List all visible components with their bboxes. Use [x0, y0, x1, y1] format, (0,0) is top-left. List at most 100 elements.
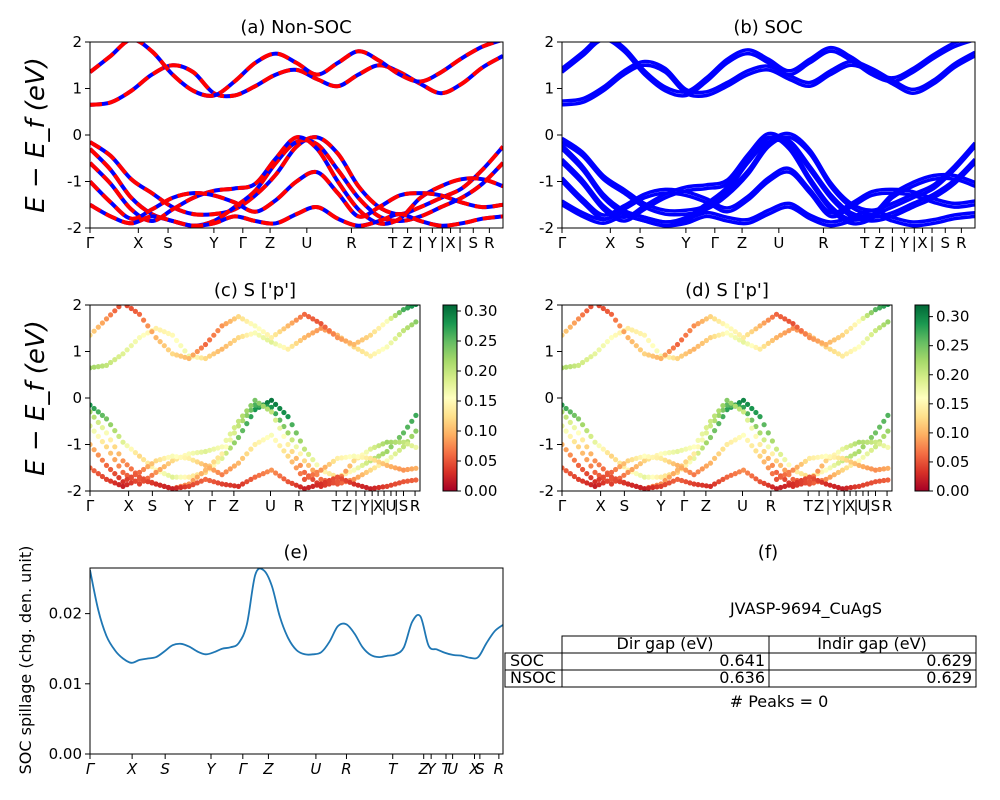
projection-point — [835, 335, 842, 341]
projection-point — [169, 486, 176, 491]
x-tick-label: S — [468, 234, 478, 252]
projection-point — [794, 469, 800, 475]
projection-point — [753, 423, 759, 430]
projection-point — [608, 335, 615, 341]
projection-point — [376, 348, 382, 355]
projection-point — [691, 472, 697, 478]
projection-point — [380, 461, 386, 467]
projection-point — [116, 305, 122, 310]
projection-point — [207, 447, 213, 453]
projection-point — [835, 460, 842, 466]
projection-point — [120, 439, 126, 445]
projection-point — [650, 454, 656, 460]
panel-e-spillage: (e) SOC spillage (chg. den. unit) 0.000.… — [16, 542, 504, 778]
table-header-indir-gap: Indir gap (eV) — [817, 634, 927, 653]
projection-point — [297, 438, 303, 444]
projection-point — [124, 472, 130, 478]
projection-point — [388, 464, 394, 470]
x-tick-label: Γ — [86, 760, 96, 778]
panel-c-title: (c) S ['p'] — [214, 280, 296, 301]
projection-point — [326, 328, 332, 334]
projection-point — [691, 455, 697, 461]
projection-point — [823, 467, 829, 473]
projection-point — [215, 459, 221, 465]
projection-point — [281, 433, 287, 439]
projection-point — [285, 479, 291, 485]
projection-point — [844, 351, 850, 357]
projection-point — [790, 481, 796, 487]
projection-point — [881, 418, 887, 424]
table-row-soc-label: SOC — [510, 651, 544, 670]
projection-point — [679, 465, 685, 471]
x-tick-label: Z — [262, 760, 274, 778]
projection-point — [256, 326, 262, 332]
panel-d-frame — [561, 304, 893, 492]
projection-point — [186, 483, 192, 489]
x-tick-label: U — [773, 234, 784, 252]
projection-point — [211, 446, 217, 452]
projection-point — [580, 437, 586, 443]
projection-point — [608, 476, 615, 482]
y-tick-label: -2 — [67, 219, 82, 237]
projection-point — [355, 474, 361, 480]
projection-point — [359, 348, 365, 355]
projection-point — [264, 337, 270, 343]
projection-point — [351, 476, 357, 482]
projection-point — [617, 323, 623, 329]
projection-point — [343, 477, 349, 484]
x-tick-label: Γ — [239, 760, 249, 778]
panel-c-plot-area — [90, 305, 419, 491]
projection-point — [778, 474, 784, 480]
projection-point — [174, 474, 180, 480]
y-tick-label: 1 — [72, 80, 82, 98]
projection-point — [194, 480, 200, 486]
projection-point — [219, 455, 225, 461]
projection-point — [856, 448, 862, 455]
projection-point — [839, 446, 846, 452]
projection-point — [580, 359, 586, 366]
projection-point — [637, 347, 644, 353]
projection-point — [683, 479, 689, 485]
projection-point — [844, 485, 850, 491]
y-tick-label: 1 — [544, 80, 554, 98]
x-tick-label: U — [857, 497, 868, 515]
projection-point — [600, 343, 606, 349]
projection-point — [116, 475, 122, 481]
projection-point — [592, 469, 598, 475]
projection-point — [396, 434, 402, 441]
projection-point — [235, 418, 242, 424]
projection-point — [761, 448, 767, 455]
projection-point — [749, 329, 755, 335]
projection-point — [227, 431, 233, 437]
colorbar-tick-label: 0.20 — [936, 366, 969, 384]
projection-point — [637, 330, 644, 337]
band-line-red — [90, 42, 503, 98]
projection-point — [132, 308, 138, 314]
projection-point — [707, 460, 714, 466]
projection-point — [773, 469, 780, 475]
projection-point — [400, 307, 407, 313]
projection-point — [306, 451, 312, 457]
projection-point — [753, 433, 759, 439]
projection-point — [798, 471, 804, 477]
projection-point — [600, 474, 606, 480]
projection-point — [720, 403, 726, 409]
projection-point — [235, 434, 242, 441]
projection-point — [281, 409, 287, 416]
projection-point — [666, 354, 672, 360]
projection-point — [646, 485, 652, 491]
projection-point — [376, 453, 382, 459]
projection-point — [372, 444, 378, 450]
projection-point — [592, 439, 598, 445]
x-tick-label: Γ — [86, 497, 95, 515]
projection-point — [380, 451, 386, 457]
x-tick-label: R — [494, 760, 504, 778]
projection-point — [413, 319, 419, 325]
projection-point — [691, 346, 697, 352]
projection-point — [584, 357, 590, 363]
projection-point — [186, 455, 192, 461]
projection-point — [790, 476, 796, 482]
projection-point — [297, 462, 303, 468]
projection-point — [330, 331, 336, 337]
